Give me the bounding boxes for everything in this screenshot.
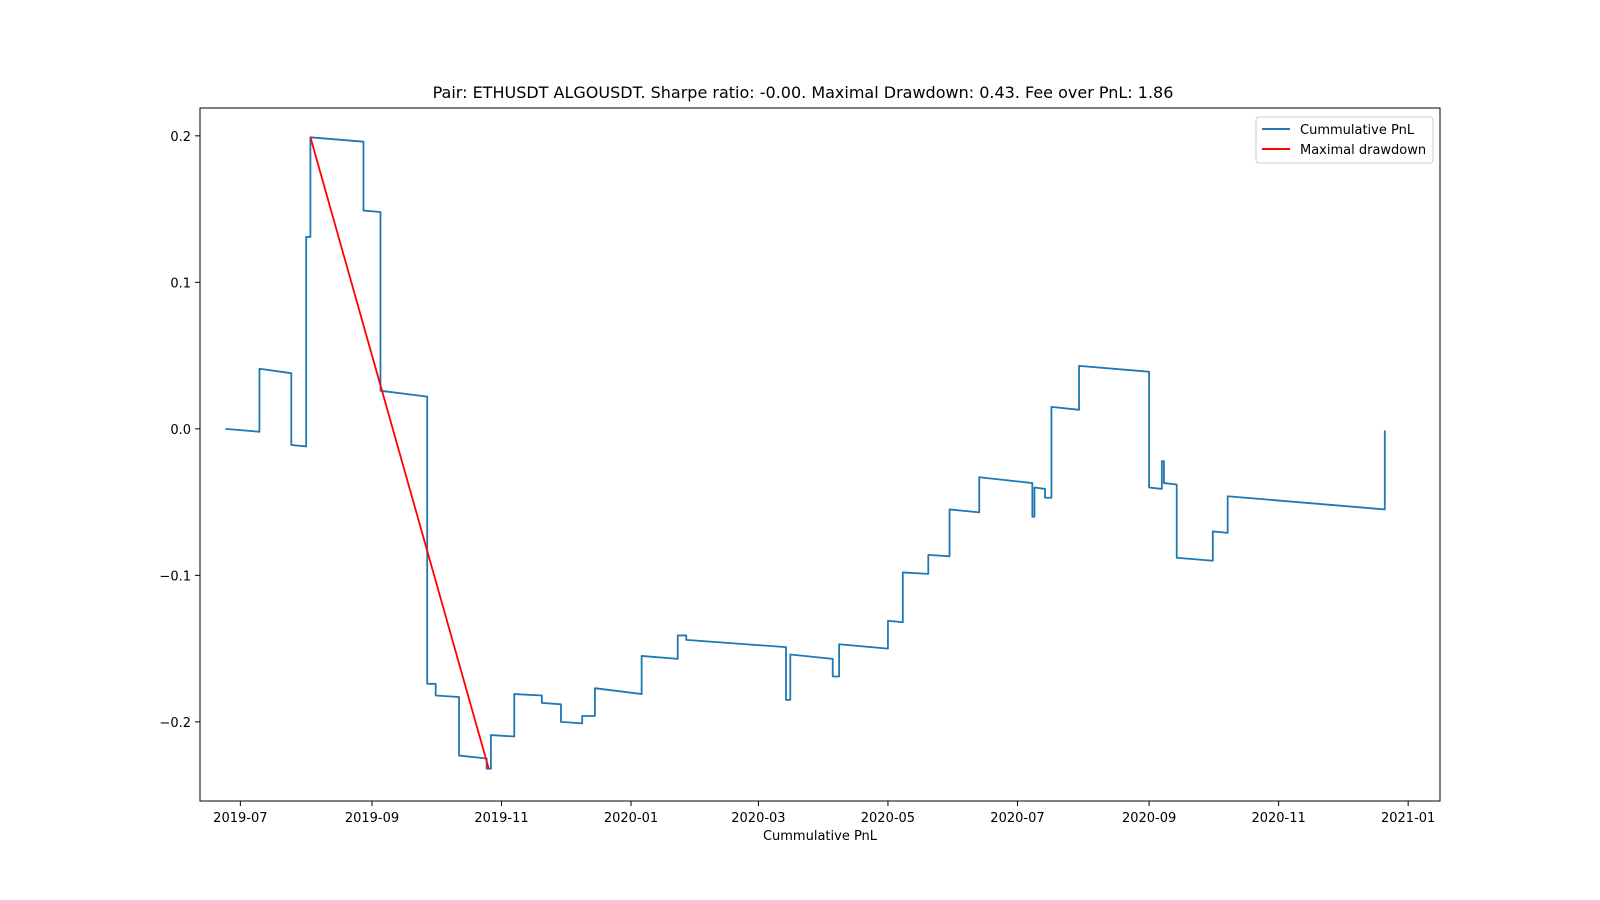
x-tick-label: 2021-01 bbox=[1381, 811, 1435, 826]
x-tick-label: 2020-05 bbox=[861, 811, 915, 826]
legend: Cummulative PnL Maximal drawdown bbox=[1255, 116, 1434, 164]
x-tick-label: 2020-07 bbox=[990, 811, 1044, 826]
y-tick-label: 0.1 bbox=[170, 276, 191, 291]
x-axis-label: Cummulative PnL bbox=[763, 829, 878, 844]
x-axis: 2019-07 2019-09 2019-11 2020-01 2020-03 2020-… bbox=[213, 801, 1435, 826]
x-tick-label: 2019-07 bbox=[213, 811, 267, 826]
y-tick-label: −0.1 bbox=[159, 569, 191, 584]
legend-box bbox=[1255, 116, 1434, 164]
x-tick-label: 2020-09 bbox=[1122, 811, 1176, 826]
y-tick-label: 0.2 bbox=[170, 130, 191, 145]
chart-title: Pair: ETHUSDT ALGOUSDT. Sharpe ratio: -0… bbox=[433, 83, 1174, 102]
x-tick-label: 2019-09 bbox=[345, 811, 399, 826]
x-tick-label: 2020-01 bbox=[604, 811, 658, 826]
plot-area bbox=[225, 136, 1386, 770]
x-tick-label: 2020-11 bbox=[1251, 811, 1305, 826]
legend-label: Maximal drawdown bbox=[1300, 143, 1426, 158]
series-line-0 bbox=[225, 136, 1386, 770]
plot-frame bbox=[199, 107, 1441, 802]
legend-label: Cummulative PnL bbox=[1300, 123, 1415, 138]
x-tick-label: 2019-11 bbox=[474, 811, 528, 826]
y-tick-label: 0.0 bbox=[170, 423, 191, 438]
x-tick-label: 2020-03 bbox=[731, 811, 785, 826]
series-line-1 bbox=[309, 137, 490, 770]
y-axis: 0.2 0.1 0.0 −0.1 −0.2 bbox=[159, 130, 200, 731]
y-tick-label: −0.2 bbox=[159, 716, 191, 731]
